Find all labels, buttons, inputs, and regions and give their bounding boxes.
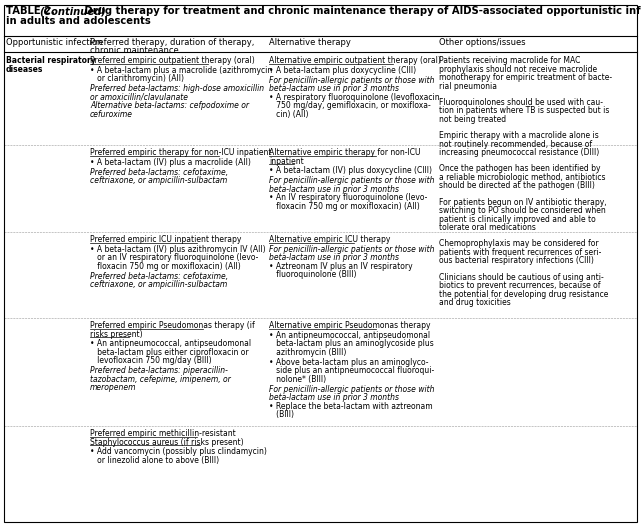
Text: side plus an antipneumococcal fluoroqui-: side plus an antipneumococcal fluoroqui- [269,366,434,375]
Text: levofloxacin 750 mg/day (BIII): levofloxacin 750 mg/day (BIII) [90,357,212,366]
Text: Drug therapy for treatment and chronic maintenance therapy of AIDS-associated op: Drug therapy for treatment and chronic m… [81,6,641,16]
Text: Empiric therapy with a macrolide alone is: Empiric therapy with a macrolide alone i… [439,131,599,140]
Text: ceftriaxone, or ampicillin-sulbactam: ceftriaxone, or ampicillin-sulbactam [90,280,228,289]
Text: Alternative empiric outpatient therapy (oral): Alternative empiric outpatient therapy (… [269,56,441,65]
Text: • A beta-lactam (IV) plus a macrolide (AII): • A beta-lactam (IV) plus a macrolide (A… [90,158,251,167]
Text: in adults and adolescents: in adults and adolescents [6,16,151,26]
Text: 750 mg/day, gemifloxacin, or moxifloxa-: 750 mg/day, gemifloxacin, or moxifloxa- [269,101,431,110]
Text: ous bacterial respiratory infections (CIII): ous bacterial respiratory infections (CI… [439,256,594,265]
Text: • Replace the beta-lactam with aztreonam: • Replace the beta-lactam with aztreonam [269,401,433,411]
Text: azithromycin (BIII): azithromycin (BIII) [269,348,346,357]
Text: Chemoprophylaxis may be considered for: Chemoprophylaxis may be considered for [439,239,599,248]
Text: patients with frequent recurrences of seri-: patients with frequent recurrences of se… [439,248,601,257]
Text: • Aztreonam IV plus an IV respiratory: • Aztreonam IV plus an IV respiratory [269,262,413,271]
Text: the potential for developing drug resistance: the potential for developing drug resist… [439,290,608,299]
Text: (BIII): (BIII) [269,410,294,419]
Text: floxacin 750 mg or moxifloxacin) (AII): floxacin 750 mg or moxifloxacin) (AII) [269,201,420,211]
Text: Patients receiving macrolide for MAC: Patients receiving macrolide for MAC [439,56,580,65]
Text: Preferred empiric outpatient therapy (oral): Preferred empiric outpatient therapy (or… [90,56,254,65]
Text: Preferred therapy, duration of therapy,: Preferred therapy, duration of therapy, [90,38,254,47]
Text: Staphylococcus aureus (if risks present): Staphylococcus aureus (if risks present) [90,438,244,447]
Text: cin) (AII): cin) (AII) [269,110,308,119]
Text: ceftriaxone, or ampicillin-sulbactam: ceftriaxone, or ampicillin-sulbactam [90,176,228,185]
Text: tazobactam, cefepime, imipenem, or: tazobactam, cefepime, imipenem, or [90,375,231,383]
Text: beta-lactam plus an aminoglycoside plus: beta-lactam plus an aminoglycoside plus [269,339,434,348]
Text: switching to PO should be considered when: switching to PO should be considered whe… [439,206,606,215]
Text: • A beta-lactam plus a macrolide (azithromycin: • A beta-lactam plus a macrolide (azithr… [90,66,272,75]
Text: Preferred empiric Pseudomonas therapy (if: Preferred empiric Pseudomonas therapy (i… [90,321,254,330]
Text: For penicillin-allergic patients or those with: For penicillin-allergic patients or thos… [269,76,435,85]
Text: • An IV respiratory fluoroquinolone (levo-: • An IV respiratory fluoroquinolone (lev… [269,193,428,202]
Text: fluoroquinolone (BIII): fluoroquinolone (BIII) [269,270,356,279]
Text: • A beta-lactam (IV) plus azithromycin IV (AII): • A beta-lactam (IV) plus azithromycin I… [90,245,265,254]
Text: or linezolid alone to above (BIII): or linezolid alone to above (BIII) [90,456,219,465]
Text: Fluoroquinolones should be used with cau-: Fluoroquinolones should be used with cau… [439,98,603,107]
Text: beta-lactam use in prior 3 months: beta-lactam use in prior 3 months [269,84,399,93]
Text: For patients begun on IV antibiotic therapy,: For patients begun on IV antibiotic ther… [439,198,606,207]
Text: Alternative beta-lactams: cefpodoxime or: Alternative beta-lactams: cefpodoxime or [90,101,249,110]
Text: Opportunistic infection: Opportunistic infection [6,38,103,47]
Text: TABLE 2.: TABLE 2. [6,6,58,16]
Text: monotherapy for empiric treatment of bacte-: monotherapy for empiric treatment of bac… [439,73,612,82]
Text: patient is clinically improved and able to: patient is clinically improved and able … [439,215,595,224]
Text: Preferred beta-lactams: high-dose amoxicillin: Preferred beta-lactams: high-dose amoxic… [90,84,264,93]
Text: cefuroxime: cefuroxime [90,110,133,119]
Text: • Above beta-lactam plus an aminoglyco-: • Above beta-lactam plus an aminoglyco- [269,358,428,367]
Text: increasing pneumococcal resistance (DIII): increasing pneumococcal resistance (DIII… [439,148,599,157]
Text: • An antipneumococcal, antipseudomonal: • An antipneumococcal, antipseudomonal [90,339,251,348]
Text: • A beta-lactam (IV) plus doxycycline (CIII): • A beta-lactam (IV) plus doxycycline (C… [269,166,432,175]
Text: For penicillin-allergic patients or those with: For penicillin-allergic patients or thos… [269,245,435,254]
Text: or clarithromycin) (AII): or clarithromycin) (AII) [90,74,184,83]
Text: For penicillin-allergic patients or those with: For penicillin-allergic patients or thos… [269,385,435,393]
Text: Alternative empiric Pseudomonas therapy: Alternative empiric Pseudomonas therapy [269,321,431,330]
Text: tolerate oral medications: tolerate oral medications [439,223,536,232]
Text: meropenem: meropenem [90,383,137,392]
Text: prophylaxis should not receive macrolide: prophylaxis should not receive macrolide [439,65,597,74]
Text: rial pneumonia: rial pneumonia [439,82,497,90]
Text: Clinicians should be cautious of using anti-: Clinicians should be cautious of using a… [439,272,604,281]
Text: not being treated: not being treated [439,115,506,124]
Text: and drug toxicities: and drug toxicities [439,298,511,307]
Text: or amoxicillin/clavulanate: or amoxicillin/clavulanate [90,93,188,102]
Text: beta-lactam use in prior 3 months: beta-lactam use in prior 3 months [269,254,399,262]
Text: • A respiratory fluoroquinolone (levofloxacin: • A respiratory fluoroquinolone (levoflo… [269,93,440,102]
Text: Alternative empiric ICU therapy: Alternative empiric ICU therapy [269,235,390,244]
Text: not routinely recommended, because of: not routinely recommended, because of [439,139,592,148]
Text: • A beta-lactam plus doxycycline (CIII): • A beta-lactam plus doxycycline (CIII) [269,66,416,75]
Text: Preferred empiric methicillin-resistant: Preferred empiric methicillin-resistant [90,429,236,438]
Text: Preferred empiric therapy for non-ICU inpatient: Preferred empiric therapy for non-ICU in… [90,148,272,157]
Text: or an IV respiratory fluoroquinolone (levo-: or an IV respiratory fluoroquinolone (le… [90,254,258,262]
Text: floxacin 750 mg or moxifloxacin) (AII): floxacin 750 mg or moxifloxacin) (AII) [90,262,241,271]
Text: risks present): risks present) [90,329,143,339]
Text: Alternative therapy: Alternative therapy [269,38,351,47]
Text: beta-lactam plus either ciprofloxacin or: beta-lactam plus either ciprofloxacin or [90,348,249,357]
Text: diseases: diseases [6,65,44,74]
Text: • An antipneumococcal, antipseudomonal: • An antipneumococcal, antipseudomonal [269,331,430,340]
Text: biotics to prevent recurrences, because of: biotics to prevent recurrences, because … [439,281,601,290]
Text: should be directed at the pathogen (BIII): should be directed at the pathogen (BIII… [439,181,595,190]
Text: For penicillin-allergic patients or those with: For penicillin-allergic patients or thos… [269,176,435,185]
Text: Alternative empiric therapy for non-ICU: Alternative empiric therapy for non-ICU [269,148,420,157]
Text: Preferred empiric ICU inpatient therapy: Preferred empiric ICU inpatient therapy [90,235,242,244]
Text: chronic maintenance: chronic maintenance [90,46,179,55]
Text: • Add vancomycin (possibly plus clindamycin): • Add vancomycin (possibly plus clindamy… [90,447,267,457]
Text: Preferred beta-lactams: piperacillin-: Preferred beta-lactams: piperacillin- [90,366,228,375]
Text: nolone* (BIII): nolone* (BIII) [269,375,326,383]
Text: (Continued): (Continued) [40,6,106,16]
Text: beta-lactam use in prior 3 months: beta-lactam use in prior 3 months [269,393,399,402]
Text: Other options/issues: Other options/issues [439,38,526,47]
Text: Preferred beta-lactams: cefotaxime,: Preferred beta-lactams: cefotaxime, [90,168,228,177]
Text: Preferred beta-lactams: cefotaxime,: Preferred beta-lactams: cefotaxime, [90,271,228,281]
Text: tion in patients where TB is suspected but is: tion in patients where TB is suspected b… [439,106,610,115]
Text: Once the pathogen has been identified by: Once the pathogen has been identified by [439,164,601,173]
Text: beta-lactam use in prior 3 months: beta-lactam use in prior 3 months [269,185,399,194]
Text: inpatient: inpatient [269,157,304,166]
Text: Bacterial respiratory: Bacterial respiratory [6,56,96,65]
Text: a reliable microbiologic method, antibiotics: a reliable microbiologic method, antibio… [439,173,606,182]
